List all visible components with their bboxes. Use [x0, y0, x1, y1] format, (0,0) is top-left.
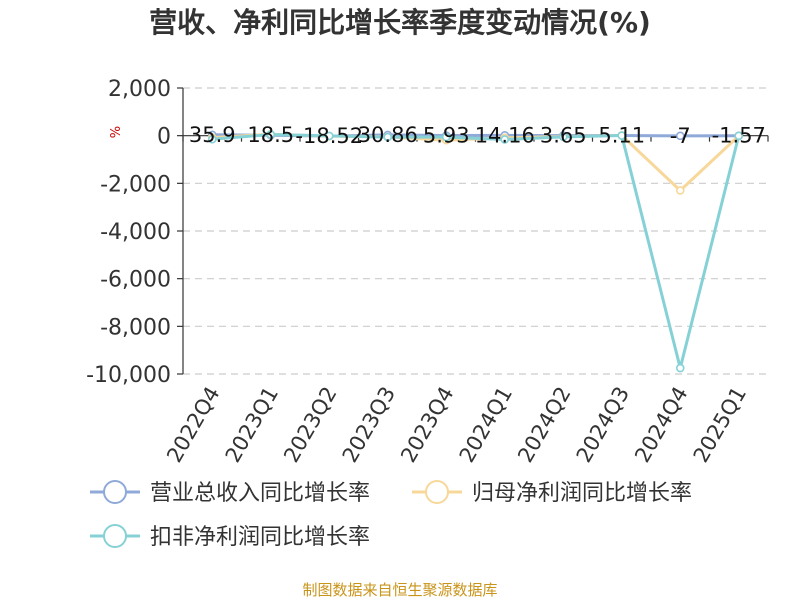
data-point [675, 131, 685, 141]
x-tick-label: 2024Q2 [513, 383, 575, 467]
x-tick-label: 2022Q4 [162, 383, 224, 467]
data-label: 30.86 [358, 123, 418, 147]
data-point [617, 131, 627, 140]
legend-swatch-marker [425, 480, 449, 504]
x-tick-label: 2024Q1 [455, 383, 517, 467]
data-point [500, 135, 510, 144]
legend-item: 归母净利润同比增长率 [412, 480, 692, 506]
source-note: 制图数据来自恒生聚源数据库 [302, 581, 497, 599]
x-tick-label: 2023Q4 [396, 383, 458, 467]
x-tick-label: 2025Q1 [689, 383, 751, 467]
legend-item: 营业总收入同比增长率 [90, 480, 370, 506]
legend-item: 扣非净利润同比增长率 [90, 524, 370, 550]
data-point [207, 134, 217, 144]
x-tick-label: 2024Q4 [630, 383, 692, 467]
x-tick-label: 2023Q3 [338, 383, 400, 467]
data-label: 18.5 [247, 123, 294, 147]
y-tick-label: -8,000 [100, 315, 171, 340]
data-point [383, 132, 393, 142]
y-tick-label: 2,000 [108, 77, 171, 102]
data-label: 5.93 [423, 124, 470, 148]
y-tick-label: -4,000 [100, 220, 171, 245]
x-tick-label: 2024Q3 [572, 383, 634, 467]
data-point [324, 131, 334, 141]
data-label: -7 [670, 124, 691, 148]
y-tick-label: -6,000 [100, 268, 171, 293]
data-label: 5.11 [598, 124, 645, 148]
data-label: -1.57 [712, 124, 766, 148]
data-label: 35.9 [189, 123, 236, 147]
data-label: 14.16 [475, 123, 535, 147]
y-tick-label: 0 [157, 125, 171, 150]
data-point [266, 130, 276, 139]
series-line [212, 132, 741, 370]
y-axis-unit: % [109, 126, 124, 138]
y-tick-label: -10,000 [86, 363, 171, 388]
data-point [441, 132, 451, 142]
legend-swatch-marker [103, 524, 127, 548]
legend-swatch-marker [103, 480, 127, 504]
data-point [734, 131, 744, 141]
data-point [675, 363, 685, 373]
x-tick-label: 2023Q1 [221, 383, 283, 467]
y-tick-label: -2,000 [100, 172, 171, 197]
data-point [675, 186, 685, 195]
chart-title: 营收、净利同比增长率季度变动情况(%) [149, 6, 651, 39]
data-point [558, 132, 568, 142]
legend-label: 扣非净利润同比增长率 [150, 525, 370, 550]
data-label: 3.65 [540, 124, 587, 148]
x-tick-label: 2023Q2 [279, 383, 341, 467]
data-label: -18.52 [295, 124, 363, 148]
legend-label: 归母净利润同比增长率 [472, 481, 692, 506]
legend-label: 营业总收入同比增长率 [150, 481, 370, 506]
